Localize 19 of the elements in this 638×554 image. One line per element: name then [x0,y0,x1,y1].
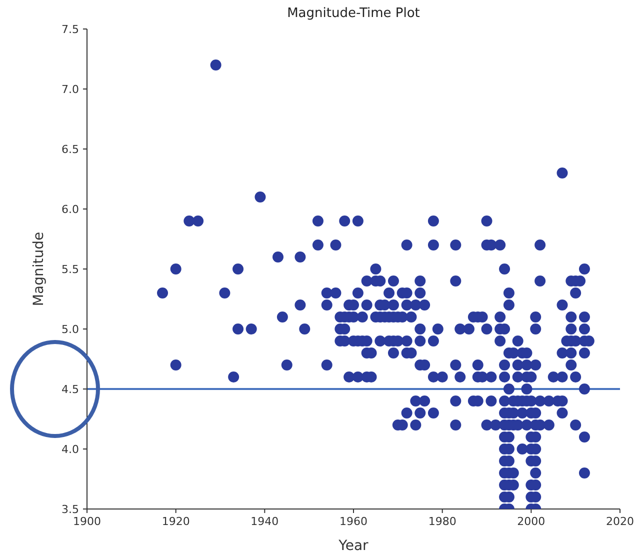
chart-title: Magnitude-Time Plot [286,6,421,21]
y-axis-title: Magnitude [30,232,47,306]
x-tick-label: 1920 [162,514,190,528]
x-tick-label: 2020 [606,514,634,528]
y-tick-label: 6.0 [62,202,79,216]
y-tick-label: 5.5 [62,262,79,276]
y-tick-label: 7.5 [62,22,79,36]
x-tick-label: 1960 [340,514,368,528]
y-tick-label: 6.5 [62,142,79,156]
x-tick-label: 2000 [517,514,546,528]
y-tick-label: 4.0 [62,442,79,456]
x-tick-label: 1940 [250,514,279,528]
x-tick-label: 1980 [428,514,456,528]
y-tick-label: 3.5 [62,502,79,516]
y-tick-label: 7.0 [62,82,79,96]
x-axis-title: Year [338,538,369,554]
y-tick-label: 4.5 [62,382,79,396]
x-tick-label: 1900 [73,514,101,528]
y-tick-label: 5.0 [62,322,79,336]
